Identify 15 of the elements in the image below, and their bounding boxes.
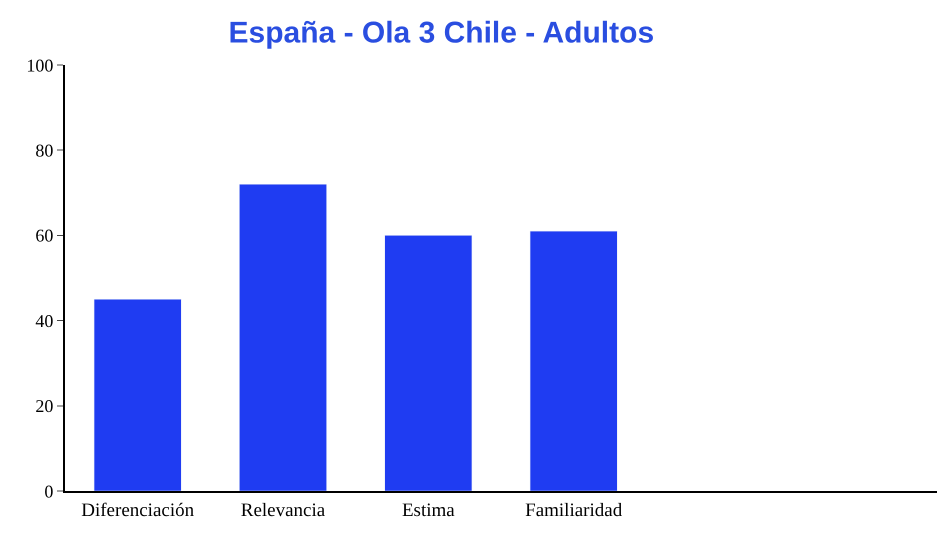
bar — [384, 235, 472, 491]
bar — [530, 230, 618, 491]
y-tick-label: 80 — [35, 140, 54, 160]
x-tick-label: Relevancia — [240, 500, 326, 521]
y-tick-label: 60 — [35, 226, 54, 246]
bar — [94, 299, 182, 491]
bar — [239, 184, 327, 491]
y-tick-label: 100 — [26, 55, 54, 76]
x-tick-label: Diferenciación — [81, 500, 195, 521]
y-tick-label: 40 — [35, 310, 54, 331]
y-tick-label: 20 — [35, 396, 54, 416]
x-tick-label: Familiaridad — [525, 500, 623, 521]
x-tick-label: Estima — [402, 500, 456, 521]
chart-title: España - Ola 3 Chile - Adultos — [228, 16, 654, 50]
y-tick-label: 0 — [44, 481, 54, 502]
